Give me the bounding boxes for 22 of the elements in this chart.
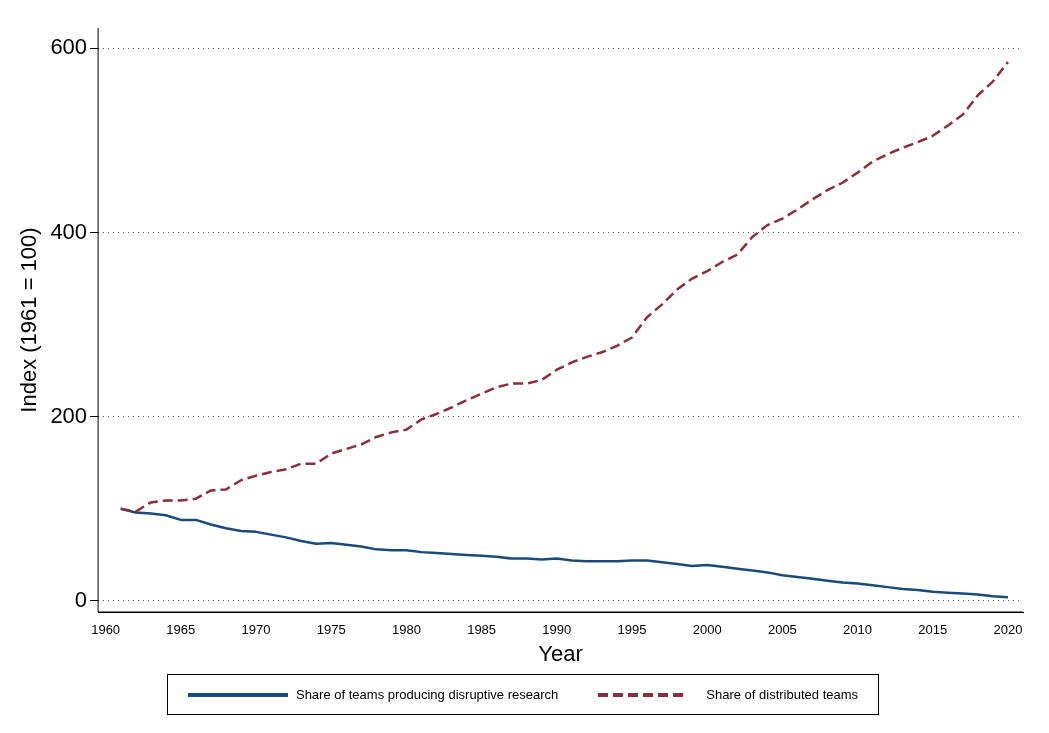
x-tick-label: 1965 [166,622,196,638]
x-tick-label: 1960 [91,622,121,638]
x-tick-label: 1975 [316,622,346,638]
legend-label: Share of distributed teams [706,687,859,702]
x-tick-label: 2020 [993,622,1023,638]
x-tick-label: 2015 [918,622,948,638]
x-tick-label: 2010 [843,622,873,638]
x-tick-label: 1985 [467,622,497,638]
x-tick-label: 1970 [241,622,271,638]
y-tick-label: 600 [50,34,88,60]
x-tick-label: 1980 [391,622,421,638]
x-tick-label: 1995 [617,622,647,638]
y-tick-label: 200 [50,402,88,428]
y-axis-title: Index (1961 = 100) [16,227,42,413]
y-tick-label: 0 [74,587,88,613]
y-tick-label: 400 [50,218,88,244]
legend-label: Share of teams producing disruptive research [295,687,559,702]
x-tick-label: 2005 [767,622,797,638]
x-tick-label: 2000 [692,622,722,638]
line-series [119,60,1010,513]
x-axis-title: Year [538,640,583,666]
x-tick-label: 1990 [542,622,572,638]
